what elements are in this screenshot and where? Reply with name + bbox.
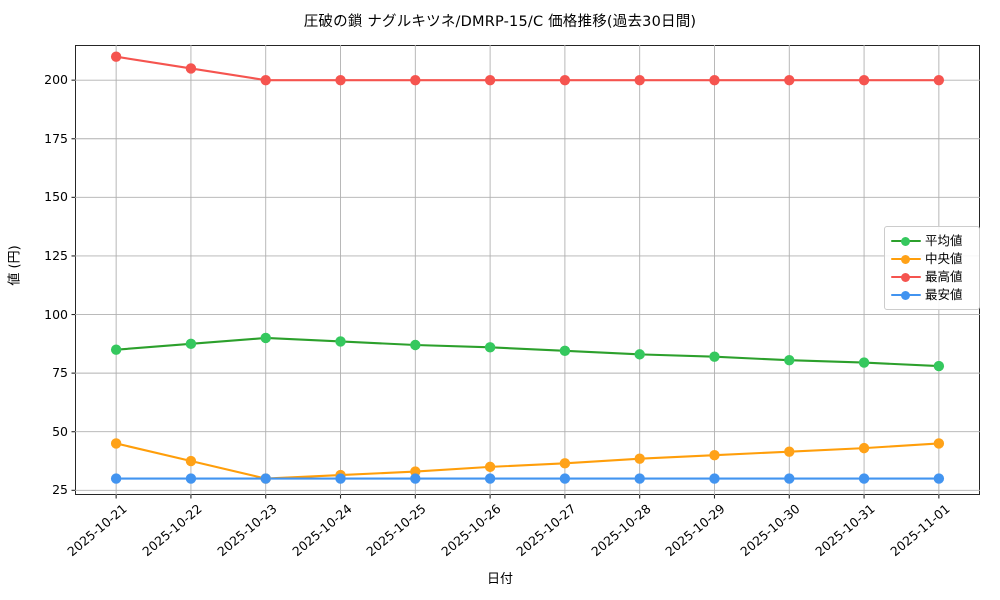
- y-tick-label: 50: [52, 423, 68, 439]
- data-point: [410, 473, 421, 484]
- legend-label: 中央値: [925, 251, 963, 266]
- series-line: [115, 336, 940, 368]
- data-point: [933, 74, 945, 86]
- legend-label: 最高値: [925, 269, 963, 284]
- series-line: [115, 442, 940, 480]
- data-point: [634, 473, 645, 484]
- y-tick-label: 25: [52, 482, 68, 498]
- data-point: [933, 438, 945, 449]
- data-point: [634, 74, 645, 86]
- data-point: [484, 461, 496, 473]
- data-point: [634, 349, 645, 360]
- data-point: [185, 63, 197, 74]
- legend-swatch-icon: [891, 252, 921, 266]
- data-point: [559, 74, 571, 86]
- data-point: [858, 74, 870, 86]
- data-point: [260, 332, 271, 344]
- legend-swatch-icon: [891, 270, 921, 284]
- gridlines: [75, 79, 980, 491]
- series-markers: [110, 51, 945, 484]
- data-point: [559, 345, 571, 357]
- chart-title: 圧破の鎖 ナグルキツネ/DMRP-15/C 価格推移(過去30日間): [303, 14, 697, 30]
- data-point: [784, 446, 795, 457]
- legend-label: 平均値: [925, 233, 963, 248]
- data-point: [335, 74, 346, 86]
- data-point: [484, 473, 496, 484]
- data-point: [709, 473, 720, 484]
- data-point: [185, 455, 197, 467]
- data-point: [335, 473, 346, 484]
- series-line: [115, 55, 940, 82]
- y-axis-label: 値 (円): [7, 245, 23, 286]
- data-point: [858, 473, 870, 484]
- legend-label: 最安値: [925, 287, 963, 302]
- data-point: [784, 355, 795, 366]
- x-axis-label: 日付: [486, 572, 513, 587]
- data-point: [784, 74, 795, 86]
- data-point: [858, 357, 870, 368]
- data-point: [484, 342, 496, 353]
- data-point: [110, 51, 122, 62]
- y-tick-label: 125: [44, 247, 68, 263]
- data-point: [933, 473, 945, 484]
- data-point: [484, 74, 496, 86]
- chart-legend: 平均値中央値最高値最安値: [884, 226, 980, 310]
- data-point: [410, 74, 421, 86]
- data-point: [110, 438, 122, 449]
- y-tick-label: 150: [44, 189, 68, 205]
- data-point: [559, 473, 571, 484]
- legend-item[interactable]: 最安値: [891, 286, 973, 304]
- data-point: [110, 344, 122, 355]
- data-point: [185, 338, 197, 350]
- data-point: [933, 360, 945, 372]
- legend-item[interactable]: 最高値: [891, 268, 973, 286]
- axis-ticks: [71, 79, 940, 499]
- data-point: [858, 442, 870, 454]
- legend-item[interactable]: 中央値: [891, 250, 973, 268]
- data-point: [559, 458, 571, 469]
- data-point: [185, 473, 197, 484]
- series-lines: [115, 55, 940, 480]
- data-point: [634, 453, 645, 464]
- data-point: [709, 74, 720, 86]
- x-gridlines: [115, 45, 940, 495]
- data-point: [410, 339, 421, 351]
- data-point: [709, 351, 720, 362]
- legend-swatch-icon: [891, 288, 921, 302]
- legend-swatch-icon: [891, 234, 921, 248]
- y-tick-label: 200: [44, 72, 68, 88]
- legend-item[interactable]: 平均値: [891, 232, 973, 250]
- data-point: [784, 473, 795, 484]
- y-tick-label: 100: [44, 306, 68, 322]
- y-tick-label: 75: [52, 365, 68, 381]
- data-point: [260, 74, 271, 86]
- data-point: [260, 473, 271, 484]
- data-point: [709, 449, 720, 461]
- y-tick-label: 175: [44, 130, 68, 146]
- data-point: [110, 473, 122, 484]
- data-point: [335, 336, 346, 347]
